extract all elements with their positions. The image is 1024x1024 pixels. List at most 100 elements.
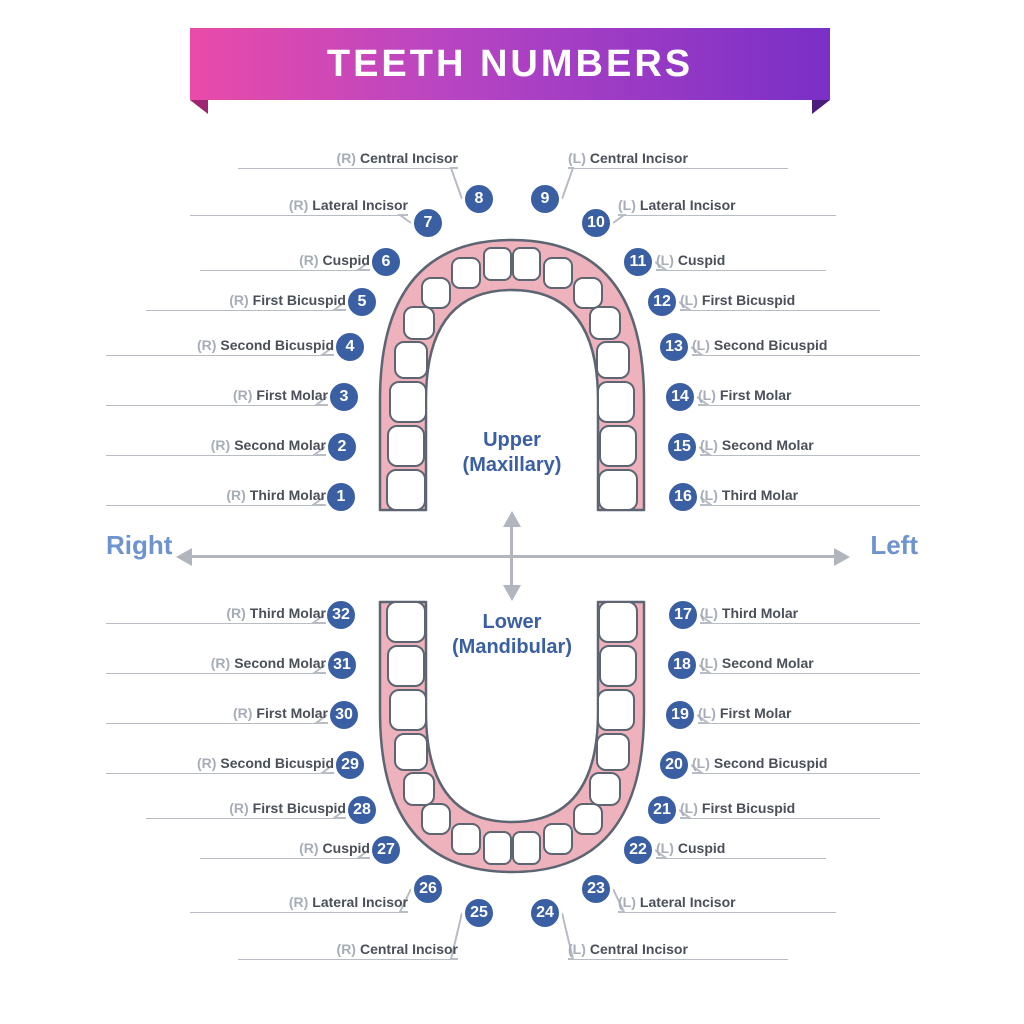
label-underline	[200, 858, 370, 860]
tooth-badge-25: 25	[462, 896, 496, 930]
tooth-side-tag: (L)	[692, 755, 710, 771]
tooth-name-text: Second Molar	[722, 437, 814, 453]
vertical-axis	[510, 525, 513, 587]
tooth-name-text: First Molar	[256, 387, 328, 403]
label-underline	[680, 818, 880, 820]
label-underline	[680, 310, 880, 312]
label-underline	[146, 310, 346, 312]
label-underline	[190, 912, 408, 914]
tooth-label-22: (L)Cuspid	[656, 840, 826, 856]
label-underline	[106, 405, 328, 407]
label-underline	[238, 168, 458, 170]
leader-line-7	[400, 215, 411, 223]
tooth-name-text: Second Bicuspid	[714, 755, 828, 771]
tooth-badge-20: 20	[657, 748, 691, 782]
tooth-badge-23: 23	[579, 872, 613, 906]
tooth-side-tag: (L)	[680, 292, 698, 308]
tooth-side-tag: (R)	[226, 487, 245, 503]
tooth-badge-26: 26	[411, 872, 445, 906]
label-underline	[106, 505, 326, 507]
label-underline	[568, 168, 788, 170]
arch-label-upper: Upper (Maxillary)	[432, 428, 592, 478]
tooth-name-text: Lateral Incisor	[312, 894, 408, 910]
tooth-label-18: (L)Second Molar	[700, 655, 920, 671]
tooth-label-8: (R)Central Incisor	[238, 150, 458, 166]
tooth-badge-5: 5	[345, 285, 379, 319]
tooth-name-text: First Bicuspid	[253, 292, 346, 308]
tooth-side-tag: (L)	[568, 941, 586, 957]
tooth-name-text: Central Incisor	[590, 150, 688, 166]
tooth-label-10: (L)Lateral Incisor	[618, 197, 836, 213]
label-underline	[106, 723, 328, 725]
tooth-name-text: Cuspid	[323, 252, 370, 268]
tooth-name-text: First Bicuspid	[702, 800, 795, 816]
tooth-name-text: Second Bicuspid	[220, 755, 334, 771]
tooth-side-tag: (L)	[698, 387, 716, 403]
tooth-label-14: (L)First Molar	[698, 387, 920, 403]
tooth-side-tag: (L)	[698, 705, 716, 721]
tooth-side-tag: (R)	[229, 800, 248, 816]
leader-line-8	[451, 168, 462, 199]
tooth-badge-2: 2	[325, 430, 359, 464]
label-underline	[692, 773, 920, 775]
side-label-left: Left	[870, 530, 918, 561]
tooth-label-1: (R) Third Molar	[106, 487, 326, 503]
label-underline	[656, 270, 826, 272]
tooth-side-tag: (R)	[211, 655, 230, 671]
tooth-label-25: (R)Central Incisor	[238, 941, 458, 957]
tooth-name-text: Lateral Incisor	[312, 197, 408, 213]
tooth-badge-4: 4	[333, 330, 367, 364]
tooth-side-tag: (L)	[692, 337, 710, 353]
tooth-label-26: (R)Lateral Incisor	[190, 894, 408, 910]
tooth-badge-14: 14	[663, 380, 697, 414]
label-underline	[568, 959, 788, 961]
tooth-side-tag: (R)	[337, 941, 356, 957]
tooth-side-tag: (R)	[289, 197, 308, 213]
tooth-side-tag: (L)	[700, 437, 718, 453]
tooth-name-text: Second Molar	[722, 655, 814, 671]
label-underline	[238, 959, 458, 961]
tooth-side-tag: (L)	[700, 605, 718, 621]
arch-lower-line2: (Mandibular)	[427, 635, 597, 660]
tooth-badge-10: 10	[579, 206, 613, 240]
label-underline	[146, 818, 346, 820]
tooth-name-text: Third Molar	[250, 605, 326, 621]
tooth-side-tag: (L)	[618, 894, 636, 910]
tooth-name-text: Cuspid	[323, 840, 370, 856]
tooth-label-27: (R)Cuspid	[200, 840, 370, 856]
tooth-name-text: Central Incisor	[590, 941, 688, 957]
label-underline	[106, 623, 326, 625]
label-underline	[700, 623, 920, 625]
tooth-label-15: (L)Second Molar	[700, 437, 920, 453]
tooth-badge-13: 13	[657, 330, 691, 364]
tooth-side-tag: (L)	[680, 800, 698, 816]
tooth-name-text: Central Incisor	[360, 150, 458, 166]
label-underline	[700, 455, 920, 457]
tooth-label-29: (R)Second Bicuspid	[106, 755, 334, 771]
tooth-label-32: (R)Third Molar	[106, 605, 326, 621]
tooth-label-20: (L)Second Bicuspid	[692, 755, 920, 771]
tooth-badge-28: 28	[345, 793, 379, 827]
tooth-side-tag: (L)	[700, 655, 718, 671]
tooth-label-21: (L)First Bicuspid	[680, 800, 880, 816]
arrow-up-icon	[503, 511, 521, 527]
tooth-side-tag: (R)	[197, 755, 216, 771]
arrow-down-icon	[503, 585, 521, 601]
tooth-name-text: Second Bicuspid	[714, 337, 828, 353]
label-underline	[190, 215, 408, 217]
tooth-badge-31: 31	[325, 648, 359, 682]
tooth-name-text: Third Molar	[250, 487, 326, 503]
arch-upper-line1: Upper	[432, 428, 592, 453]
tooth-badge-24: 24	[528, 896, 562, 930]
label-underline	[700, 673, 920, 675]
tooth-badge-30: 30	[327, 698, 361, 732]
leader-line-10	[613, 215, 624, 223]
tooth-name-text: Cuspid	[678, 252, 725, 268]
leader-line-9	[562, 168, 573, 199]
tooth-label-6: (R)Cuspid	[200, 252, 370, 268]
tooth-label-9: (L)Central Incisor	[568, 150, 788, 166]
tooth-label-23: (L)Lateral Incisor	[618, 894, 836, 910]
tooth-name-text: First Molar	[720, 705, 792, 721]
tooth-badge-19: 19	[663, 698, 697, 732]
tooth-label-5: (R)First Bicuspid	[146, 292, 346, 308]
